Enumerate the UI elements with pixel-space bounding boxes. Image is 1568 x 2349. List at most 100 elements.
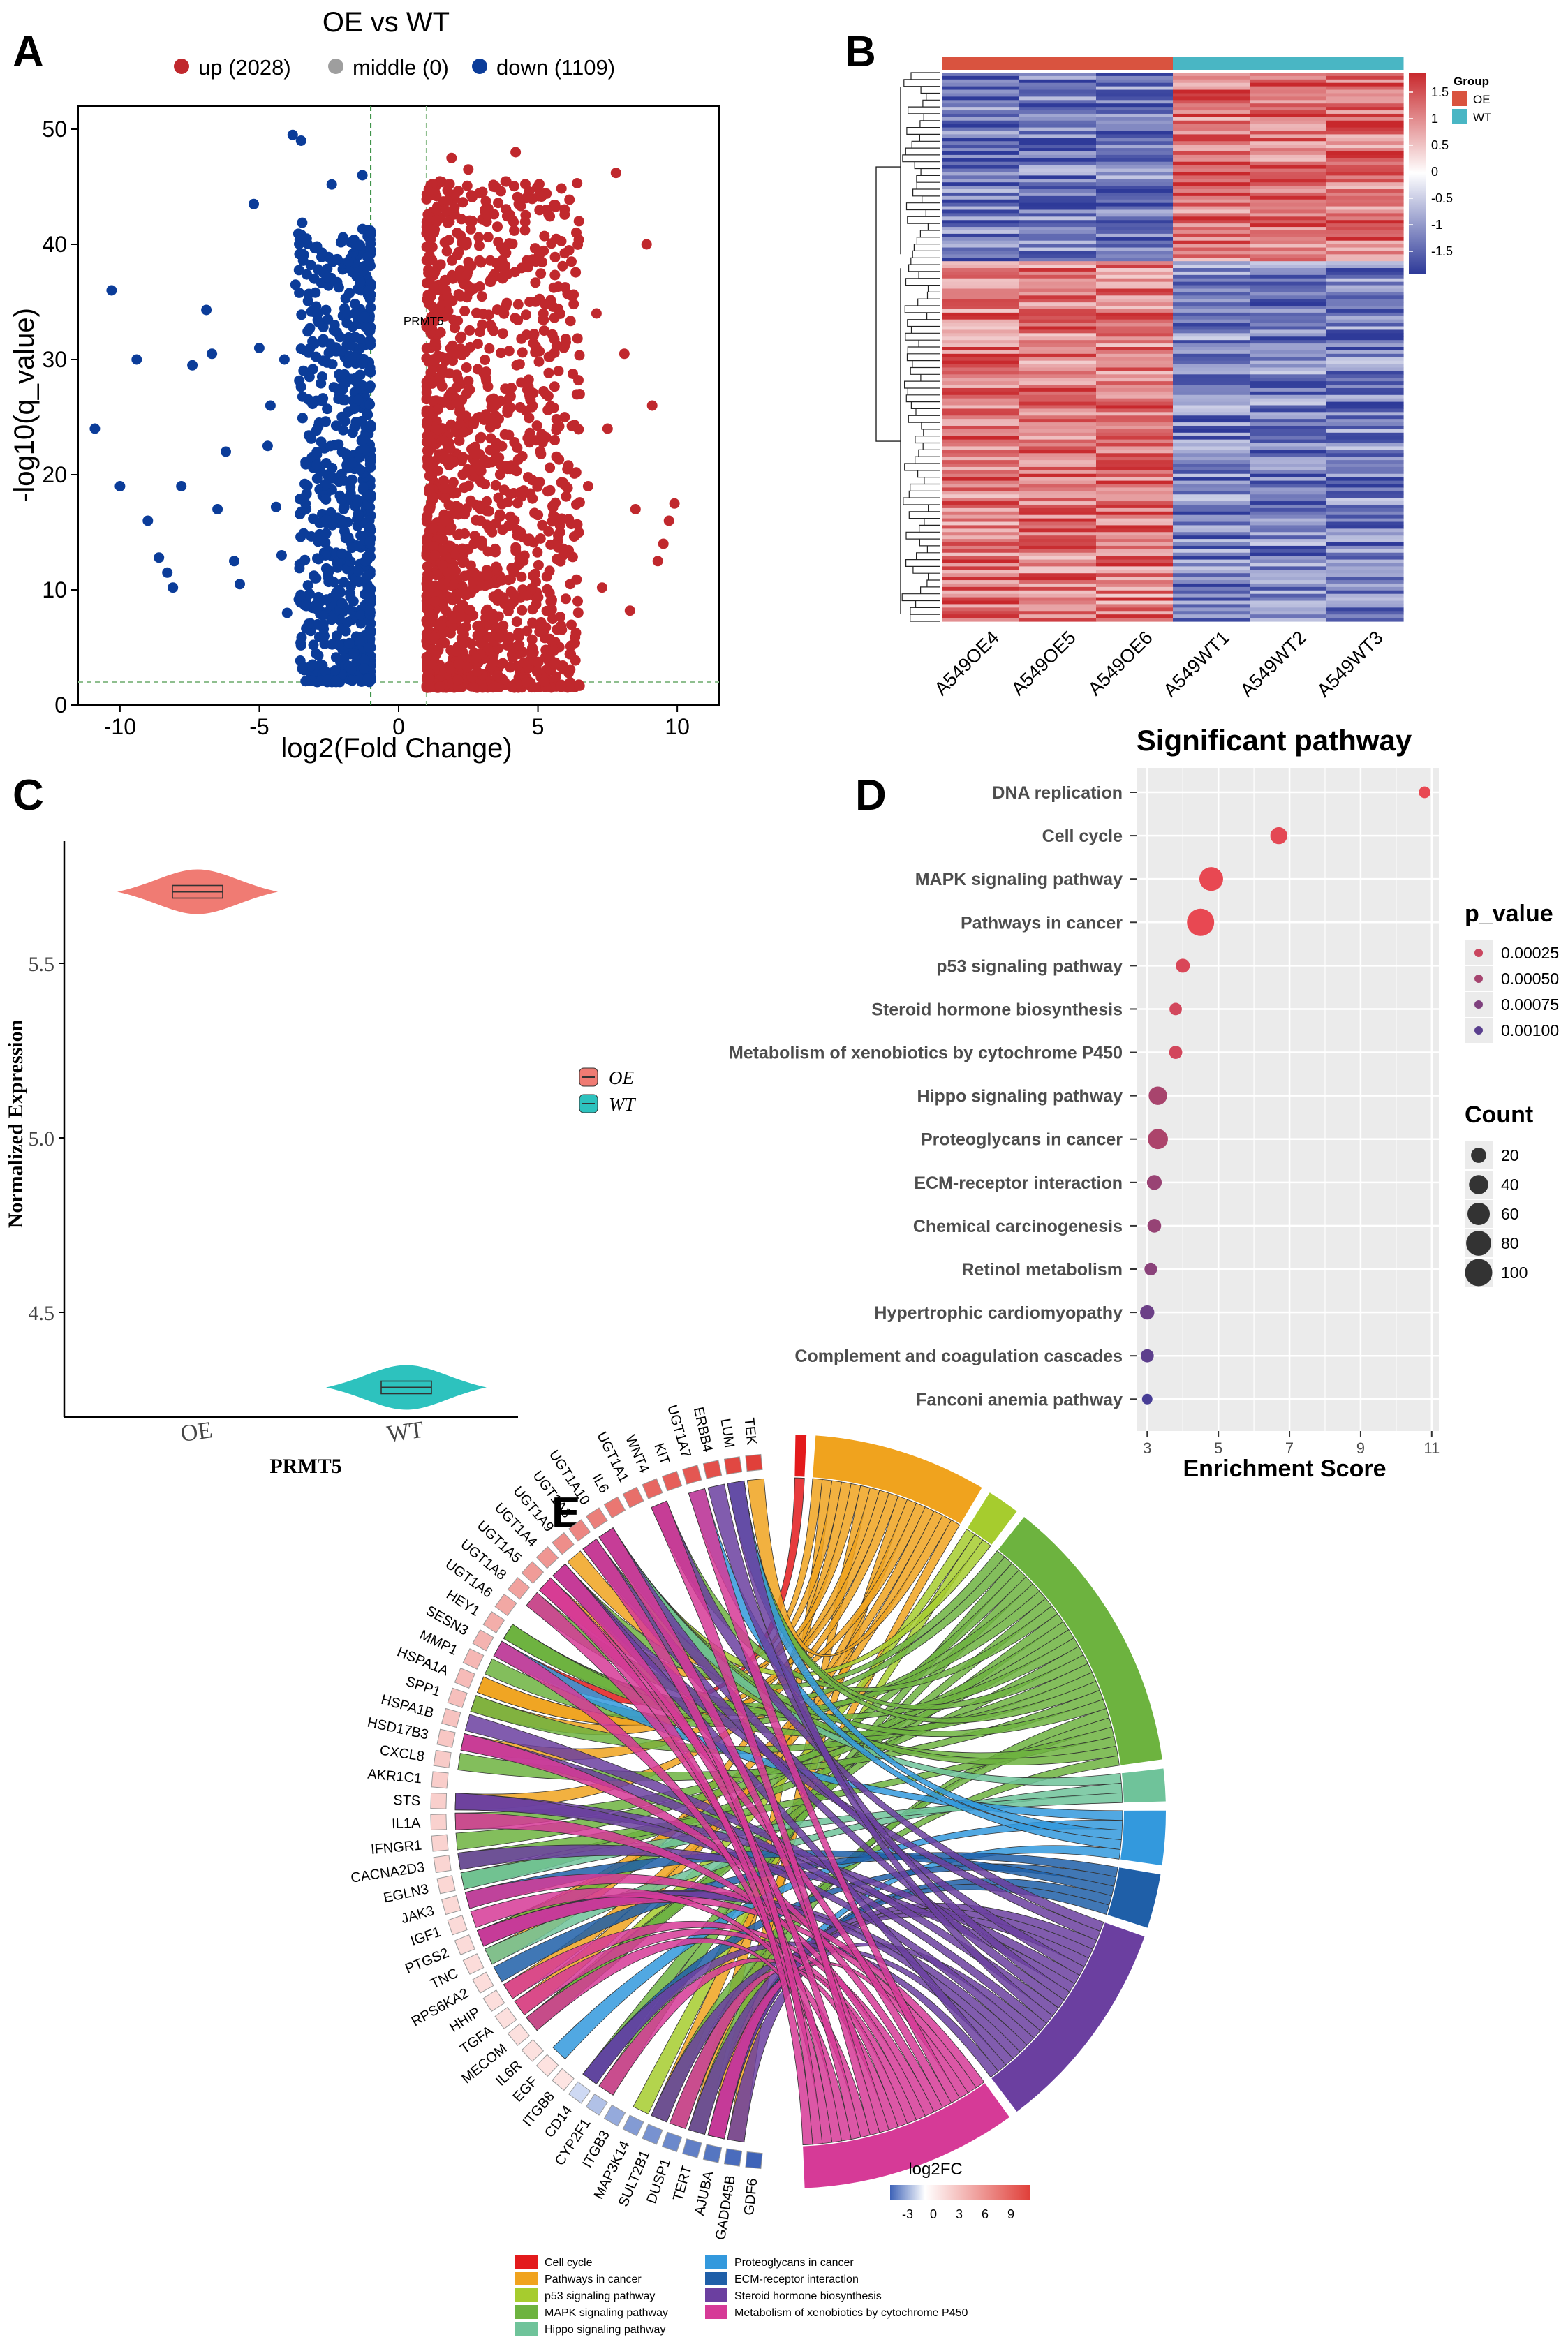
heatmap-cell (1250, 230, 1327, 235)
heatmap-cell (1326, 450, 1404, 454)
volcano-point-up (545, 401, 556, 412)
heatmap-cell (1326, 473, 1404, 478)
heatmap-cell (942, 583, 1020, 588)
volcano-point-up (505, 464, 516, 475)
heatmap-cell (1173, 590, 1250, 595)
chord-gene-box (433, 1854, 452, 1874)
heatmap-cell (942, 186, 1020, 190)
volcano-point-down (353, 394, 364, 406)
heatmap-cell (1096, 453, 1174, 457)
heatmap-cell (1096, 165, 1174, 170)
heatmap-cell (1250, 158, 1327, 163)
heatmap-cell (1173, 199, 1250, 204)
volcano-point-up (468, 418, 479, 429)
heatmap-cell (1326, 179, 1404, 183)
heatmap-cell (942, 151, 1020, 156)
heatmap-cell (942, 446, 1020, 450)
heatmap-cell (1173, 131, 1250, 135)
volcano-point-up (549, 269, 561, 281)
volcano-point-up (533, 559, 544, 570)
heatmap-cell (1250, 316, 1327, 320)
volcano-point-up (424, 186, 434, 197)
heatmap-cell (1250, 563, 1327, 567)
heatmap-cell (1250, 223, 1327, 228)
volcano-point-down (356, 435, 367, 446)
heatmap-cell (1096, 172, 1174, 176)
heatmap-cell (1019, 518, 1097, 523)
heatmap-cell (1326, 336, 1404, 341)
chord-gene-box (661, 2131, 683, 2152)
heatmap-cell (1019, 439, 1097, 444)
heatmap-cell (1250, 134, 1327, 138)
heatmap-cell (1250, 209, 1327, 214)
volcano-point-up (482, 381, 494, 392)
heatmap-cell (1250, 299, 1327, 303)
volcano-point-up (572, 333, 583, 344)
volcano-point-down (364, 335, 375, 346)
heatmap-group-bar (1096, 57, 1174, 70)
heatmap-cell (1019, 309, 1097, 313)
volcano-point-up (532, 181, 542, 193)
volcano-point-down (339, 475, 350, 486)
volcano-point-up (459, 570, 471, 581)
volcano-point-up (574, 497, 585, 508)
heatmap-group-bar (1173, 57, 1250, 70)
volcano-point-down (312, 308, 323, 319)
heatmap-cell (1096, 408, 1174, 413)
heatmap-cell (1019, 268, 1097, 272)
volcano-point-up (539, 676, 550, 687)
heatmap-cell (1096, 261, 1174, 265)
heatmap-cell (942, 120, 1020, 125)
heatmap-cell (1326, 161, 1404, 166)
volcano-point-up (424, 682, 436, 693)
volcano-point-up (508, 589, 519, 600)
chord-gene-label: JAK3 (399, 1903, 436, 1927)
heatmap-cell (1173, 265, 1250, 269)
heatmap-cell (1096, 288, 1174, 292)
volcano-point-up (566, 290, 577, 302)
volcano-point-up (451, 382, 462, 393)
heatmap-cell (1019, 86, 1097, 91)
volcano-point-up (475, 433, 485, 444)
volcano-point-up (496, 575, 508, 586)
group-legend-wt-label: WT (1473, 111, 1491, 124)
heatmap-cell (1173, 549, 1250, 554)
heatmap-cell (1326, 278, 1404, 283)
heatmap-cell (1326, 117, 1404, 121)
heatmap-cell (942, 552, 1020, 557)
volcano-title: OE vs WT (323, 7, 450, 38)
heatmap-cell (1173, 535, 1250, 540)
volcano-point-down (308, 513, 319, 524)
heatmap-cell (1173, 415, 1250, 420)
volcano-point-up (514, 197, 525, 208)
chord-gene-box (642, 2124, 663, 2145)
heatmap-cell (1250, 398, 1327, 403)
volcano-point-up (436, 620, 447, 631)
chord-gene-box (447, 1915, 468, 1936)
heatmap-cell (1250, 491, 1327, 495)
chord-gene-box (507, 1577, 531, 1600)
heatmap-cell (1250, 528, 1327, 533)
volcano-point-down (313, 650, 324, 661)
heatmap-cell (1326, 563, 1404, 567)
heatmap-cell (1250, 182, 1327, 186)
heatmap-cell (1173, 240, 1250, 245)
volcano-point-up (484, 579, 495, 590)
heatmap-cell (1096, 473, 1174, 478)
volcano-point-up (437, 559, 448, 570)
heatmap-cell (1326, 261, 1404, 265)
volcano-point-down (359, 311, 370, 323)
heatmap-cell (1096, 326, 1174, 331)
heatmap-cell (1173, 179, 1250, 183)
volcano-point-down (350, 417, 362, 427)
volcano-point-down (346, 542, 357, 554)
volcano-point-up (549, 435, 560, 445)
volcano-point-up (591, 308, 602, 319)
pathway-legend-label: Metabolism of xenobiotics by cytochrome … (734, 2307, 968, 2319)
pathway-label: DNA replication (992, 783, 1123, 803)
heatmap-cell (1250, 504, 1327, 509)
volcano-point-down (351, 377, 362, 388)
heatmap-cell (1019, 460, 1097, 464)
volcano-point-down (365, 302, 376, 313)
heatmap-cell (1250, 216, 1327, 221)
